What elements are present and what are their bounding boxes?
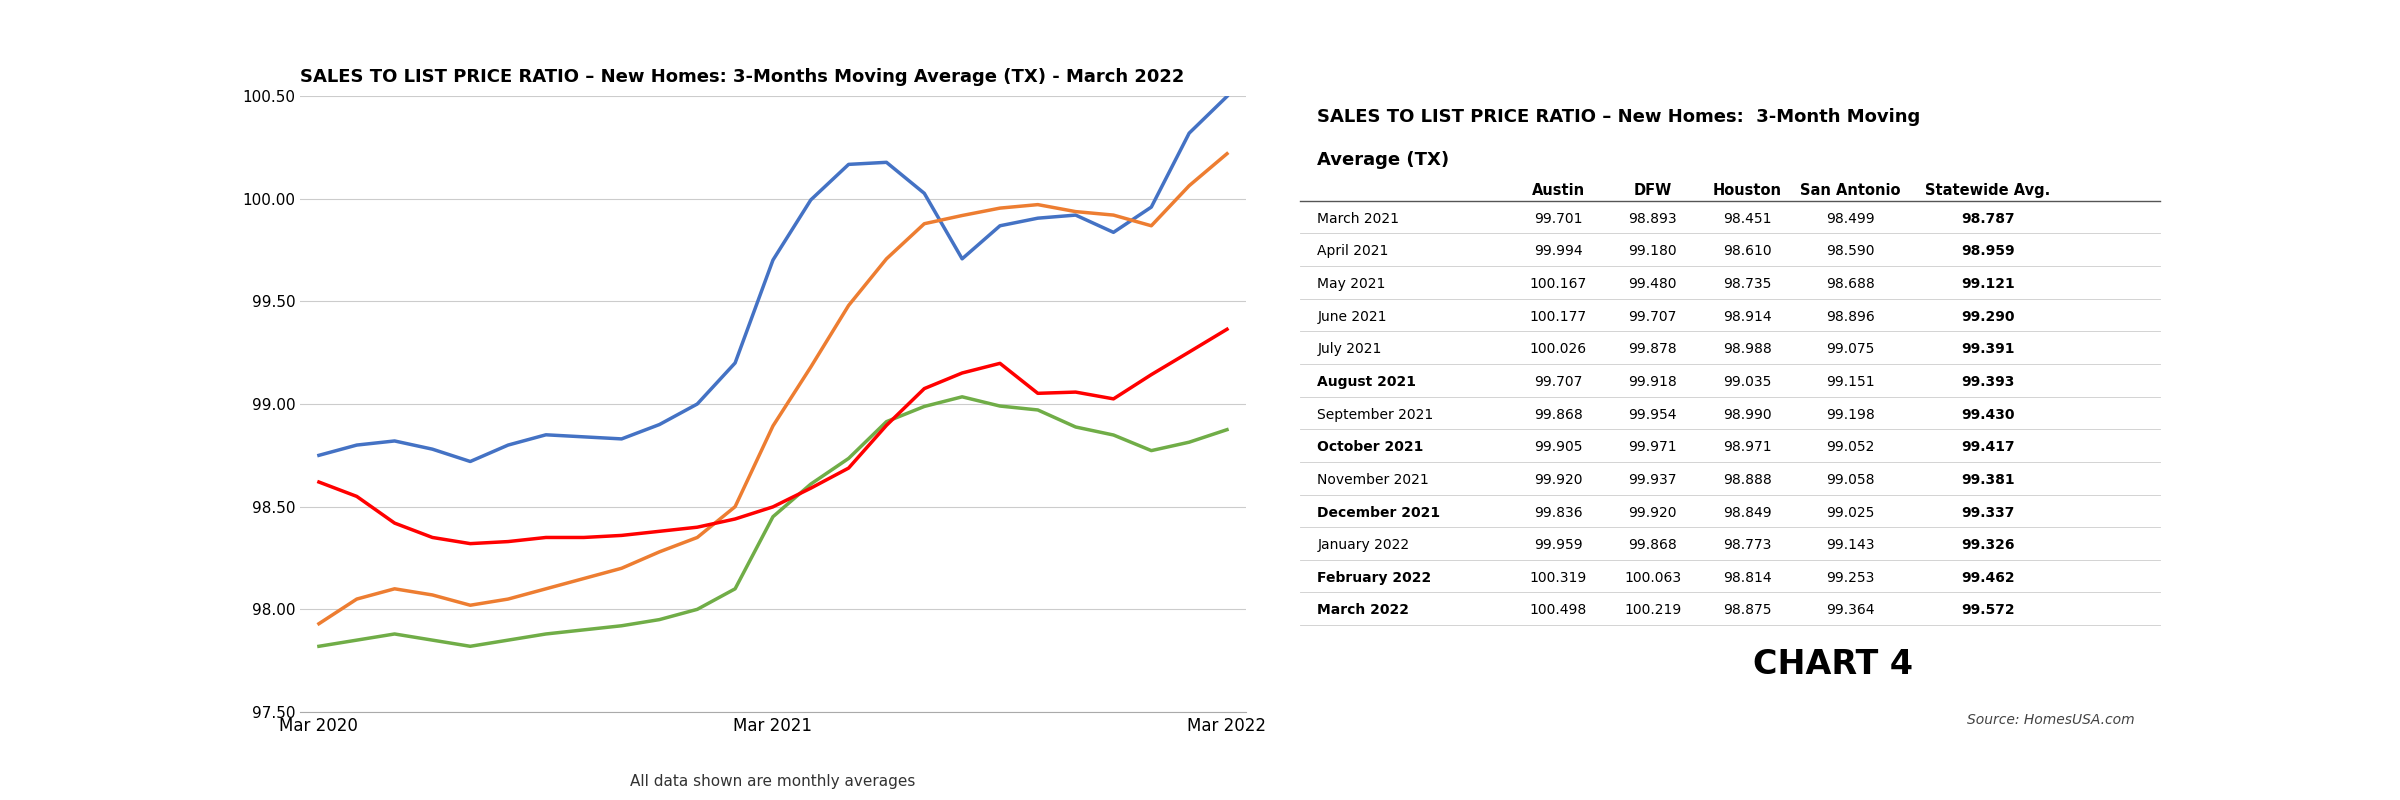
Text: 99.364: 99.364: [1826, 603, 1874, 618]
Text: 98.814: 98.814: [1723, 571, 1771, 585]
Text: 99.868: 99.868: [1534, 407, 1582, 422]
Text: 98.849: 98.849: [1723, 506, 1771, 519]
Text: 98.610: 98.610: [1723, 244, 1771, 258]
Text: 98.893: 98.893: [1627, 212, 1678, 226]
Text: 100.026: 100.026: [1529, 342, 1586, 356]
Text: 99.707: 99.707: [1630, 310, 1678, 324]
Text: Houston: Houston: [1714, 182, 1781, 198]
Text: 99.707: 99.707: [1534, 375, 1582, 389]
Text: 99.937: 99.937: [1627, 473, 1678, 487]
Text: 98.875: 98.875: [1723, 603, 1771, 618]
Text: 99.180: 99.180: [1627, 244, 1678, 258]
Text: 99.905: 99.905: [1534, 440, 1582, 454]
Text: San Antonio: San Antonio: [1800, 182, 1901, 198]
Text: 99.572: 99.572: [1961, 603, 2016, 618]
Text: 98.688: 98.688: [1826, 277, 1874, 291]
Text: July 2021: July 2021: [1318, 342, 1382, 356]
Text: November 2021: November 2021: [1318, 473, 1428, 487]
Text: 99.430: 99.430: [1961, 407, 2014, 422]
Text: September 2021: September 2021: [1318, 407, 1433, 422]
Text: 99.035: 99.035: [1723, 375, 1771, 389]
Text: February 2022: February 2022: [1318, 571, 1430, 585]
Text: 99.393: 99.393: [1961, 375, 2014, 389]
Text: 98.914: 98.914: [1723, 310, 1771, 324]
Text: 99.326: 99.326: [1961, 538, 2014, 552]
Text: Austin: Austin: [1531, 182, 1584, 198]
Text: 99.151: 99.151: [1826, 375, 1874, 389]
Text: 99.480: 99.480: [1627, 277, 1678, 291]
Text: 99.058: 99.058: [1826, 473, 1874, 487]
Text: 98.773: 98.773: [1723, 538, 1771, 552]
Text: 98.787: 98.787: [1961, 212, 2016, 226]
Text: 99.994: 99.994: [1534, 244, 1582, 258]
Text: 99.025: 99.025: [1826, 506, 1874, 519]
Text: SALES TO LIST PRICE RATIO – New Homes:  3-Month Moving: SALES TO LIST PRICE RATIO – New Homes: 3…: [1318, 108, 1920, 126]
Text: 99.462: 99.462: [1961, 571, 2016, 585]
Text: 99.075: 99.075: [1826, 342, 1874, 356]
Text: 98.971: 98.971: [1723, 440, 1771, 454]
Text: August 2021: August 2021: [1318, 375, 1416, 389]
Text: 98.451: 98.451: [1723, 212, 1771, 226]
Text: 100.319: 100.319: [1529, 571, 1586, 585]
Text: 99.918: 99.918: [1627, 375, 1678, 389]
Text: 99.381: 99.381: [1961, 473, 2016, 487]
Text: 98.959: 98.959: [1961, 244, 2016, 258]
Text: May 2021: May 2021: [1318, 277, 1385, 291]
Text: 99.868: 99.868: [1627, 538, 1678, 552]
Text: October 2021: October 2021: [1318, 440, 1423, 454]
Text: 98.990: 98.990: [1723, 407, 1771, 422]
Text: 99.417: 99.417: [1961, 440, 2016, 454]
Text: 99.253: 99.253: [1826, 571, 1874, 585]
Text: January 2022: January 2022: [1318, 538, 1409, 552]
Text: 99.971: 99.971: [1627, 440, 1678, 454]
Text: DFW: DFW: [1634, 182, 1673, 198]
Text: 98.988: 98.988: [1723, 342, 1771, 356]
Text: 99.121: 99.121: [1961, 277, 2016, 291]
Text: December 2021: December 2021: [1318, 506, 1440, 519]
Text: 98.888: 98.888: [1723, 473, 1771, 487]
Text: 99.391: 99.391: [1961, 342, 2014, 356]
Text: 99.920: 99.920: [1534, 473, 1582, 487]
Text: 99.052: 99.052: [1826, 440, 1874, 454]
Text: March 2022: March 2022: [1318, 603, 1409, 618]
Text: 99.920: 99.920: [1627, 506, 1678, 519]
Text: 99.143: 99.143: [1826, 538, 1874, 552]
Text: 98.590: 98.590: [1826, 244, 1874, 258]
Text: 99.954: 99.954: [1627, 407, 1678, 422]
Text: 99.701: 99.701: [1534, 212, 1582, 226]
Text: 100.219: 100.219: [1625, 603, 1682, 618]
Text: 98.499: 98.499: [1826, 212, 1874, 226]
Text: 100.498: 100.498: [1529, 603, 1586, 618]
Text: 100.063: 100.063: [1625, 571, 1682, 585]
Text: 99.836: 99.836: [1534, 506, 1582, 519]
Text: March 2021: March 2021: [1318, 212, 1399, 226]
Text: 100.167: 100.167: [1529, 277, 1586, 291]
Text: April 2021: April 2021: [1318, 244, 1390, 258]
Text: 99.959: 99.959: [1534, 538, 1582, 552]
Text: CHART 4: CHART 4: [1754, 648, 1913, 681]
Text: Average (TX): Average (TX): [1318, 151, 1450, 170]
Text: 99.198: 99.198: [1826, 407, 1874, 422]
Text: All data shown are monthly averages: All data shown are monthly averages: [631, 774, 917, 789]
Text: 100.177: 100.177: [1529, 310, 1586, 324]
Text: 98.896: 98.896: [1826, 310, 1874, 324]
Text: Source: HomesUSA.com: Source: HomesUSA.com: [1966, 713, 2134, 726]
Text: SALES TO LIST PRICE RATIO – New Homes: 3-Months Moving Average (TX) - March 2022: SALES TO LIST PRICE RATIO – New Homes: 3…: [300, 68, 1183, 86]
Text: Statewide Avg.: Statewide Avg.: [1925, 182, 2050, 198]
Text: June 2021: June 2021: [1318, 310, 1387, 324]
Text: 99.290: 99.290: [1961, 310, 2014, 324]
Text: 99.878: 99.878: [1627, 342, 1678, 356]
Text: 99.337: 99.337: [1961, 506, 2014, 519]
Text: 98.735: 98.735: [1723, 277, 1771, 291]
